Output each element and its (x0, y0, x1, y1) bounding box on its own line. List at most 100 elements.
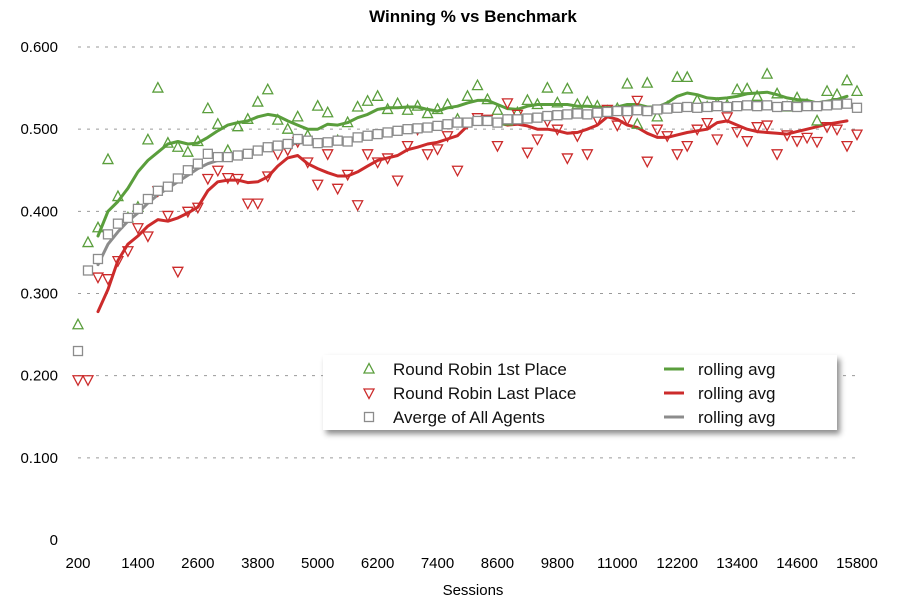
average-point (732, 101, 743, 112)
first-place-point (751, 89, 764, 101)
average-point (692, 102, 703, 113)
average-point (82, 265, 94, 276)
average-point (382, 127, 393, 138)
last-place-point (171, 266, 184, 279)
last-place-point (391, 175, 404, 188)
first-place-point (481, 92, 494, 105)
average-point (602, 106, 613, 118)
first-place-point (101, 152, 115, 165)
average-point (512, 114, 523, 125)
rolling-avg-line-3 (96, 103, 849, 267)
first-place-point (761, 67, 774, 79)
average-point (392, 125, 403, 136)
y-tick-label: 0.600 (20, 39, 58, 56)
average-point (112, 218, 124, 229)
average-point (662, 103, 673, 114)
last-place-point (681, 140, 694, 153)
first-place-point (391, 96, 404, 109)
average-point (352, 132, 363, 143)
average-point (102, 229, 114, 240)
first-place-point (461, 89, 474, 101)
average-point (642, 105, 653, 117)
x-tick-label: 200 (65, 555, 90, 572)
first-place-point (521, 93, 534, 106)
average-point (432, 120, 443, 132)
average-point (372, 128, 383, 140)
first-place-point (671, 70, 684, 83)
average-point (132, 203, 144, 215)
average-point (572, 108, 583, 119)
first-place-point (71, 317, 85, 330)
last-place-point (91, 272, 105, 284)
average-point (72, 345, 84, 357)
first-place-point (261, 82, 274, 95)
average-point (821, 100, 833, 111)
first-place-point (251, 95, 264, 107)
x-tick-label: 12200 (656, 555, 698, 572)
average-point (312, 137, 323, 149)
legend-label: Averge of All Agents (393, 408, 545, 427)
average-point (302, 135, 313, 146)
x-tick-label: 8600 (481, 555, 514, 572)
average-point (522, 113, 533, 124)
last-place-point (840, 140, 854, 153)
average-point (712, 101, 723, 112)
legend-box (323, 355, 837, 430)
average-point (252, 145, 263, 156)
last-place-point (351, 200, 364, 212)
first-place-point (311, 99, 324, 111)
average-point (212, 151, 223, 163)
average-point (242, 148, 253, 159)
average-point (362, 130, 373, 141)
first-place-point (281, 122, 294, 134)
last-place-point (721, 112, 734, 124)
first-place-point (820, 84, 834, 97)
last-place-point (751, 122, 764, 134)
average-point (722, 101, 733, 113)
first-place-point (81, 235, 95, 248)
first-place-point (431, 102, 444, 115)
average-point (282, 138, 293, 150)
average-point (632, 105, 643, 116)
average-point (652, 104, 663, 115)
first-place-point (651, 109, 664, 122)
last-place-point (201, 173, 214, 186)
last-place-point (211, 165, 224, 178)
legend: Round Robin 1st Place Round Robin Last Pl… (323, 355, 837, 430)
last-place-point (131, 223, 144, 235)
last-place-point (551, 124, 564, 137)
last-place-point (271, 149, 284, 161)
average-point (342, 136, 353, 147)
average-point (562, 109, 573, 120)
x-axis: 200 1400 2600 3800 5000 6200 7400 8600 9800 11000… (65, 555, 877, 572)
last-place-point (251, 198, 264, 211)
x-tick-label: 15800 (836, 555, 878, 572)
average-point (222, 151, 233, 163)
y-tick-label: 0.200 (20, 368, 58, 385)
last-place-point (711, 134, 724, 146)
last-place-point (81, 375, 95, 387)
average-point (172, 173, 184, 184)
first-place-point (471, 78, 484, 91)
average-point (702, 101, 713, 113)
average-point (811, 101, 823, 112)
y-tick-label: 0.400 (20, 203, 58, 220)
average-point (322, 137, 333, 148)
first-place-point (581, 95, 594, 107)
first-place-point (850, 84, 864, 97)
last-place-point (241, 198, 254, 211)
last-place-point (381, 153, 394, 165)
average-point (612, 105, 623, 117)
first-place-point (241, 112, 254, 124)
last-place-point (231, 173, 244, 186)
first-place-point (211, 117, 224, 129)
first-place-point (621, 77, 634, 89)
last-place-point (731, 126, 744, 139)
first-place-point (161, 136, 174, 148)
x-tick-label: 3800 (241, 555, 274, 572)
last-place-point (810, 136, 824, 149)
first-place-point (411, 99, 424, 111)
last-place-point (431, 144, 444, 156)
average-point (142, 193, 154, 205)
